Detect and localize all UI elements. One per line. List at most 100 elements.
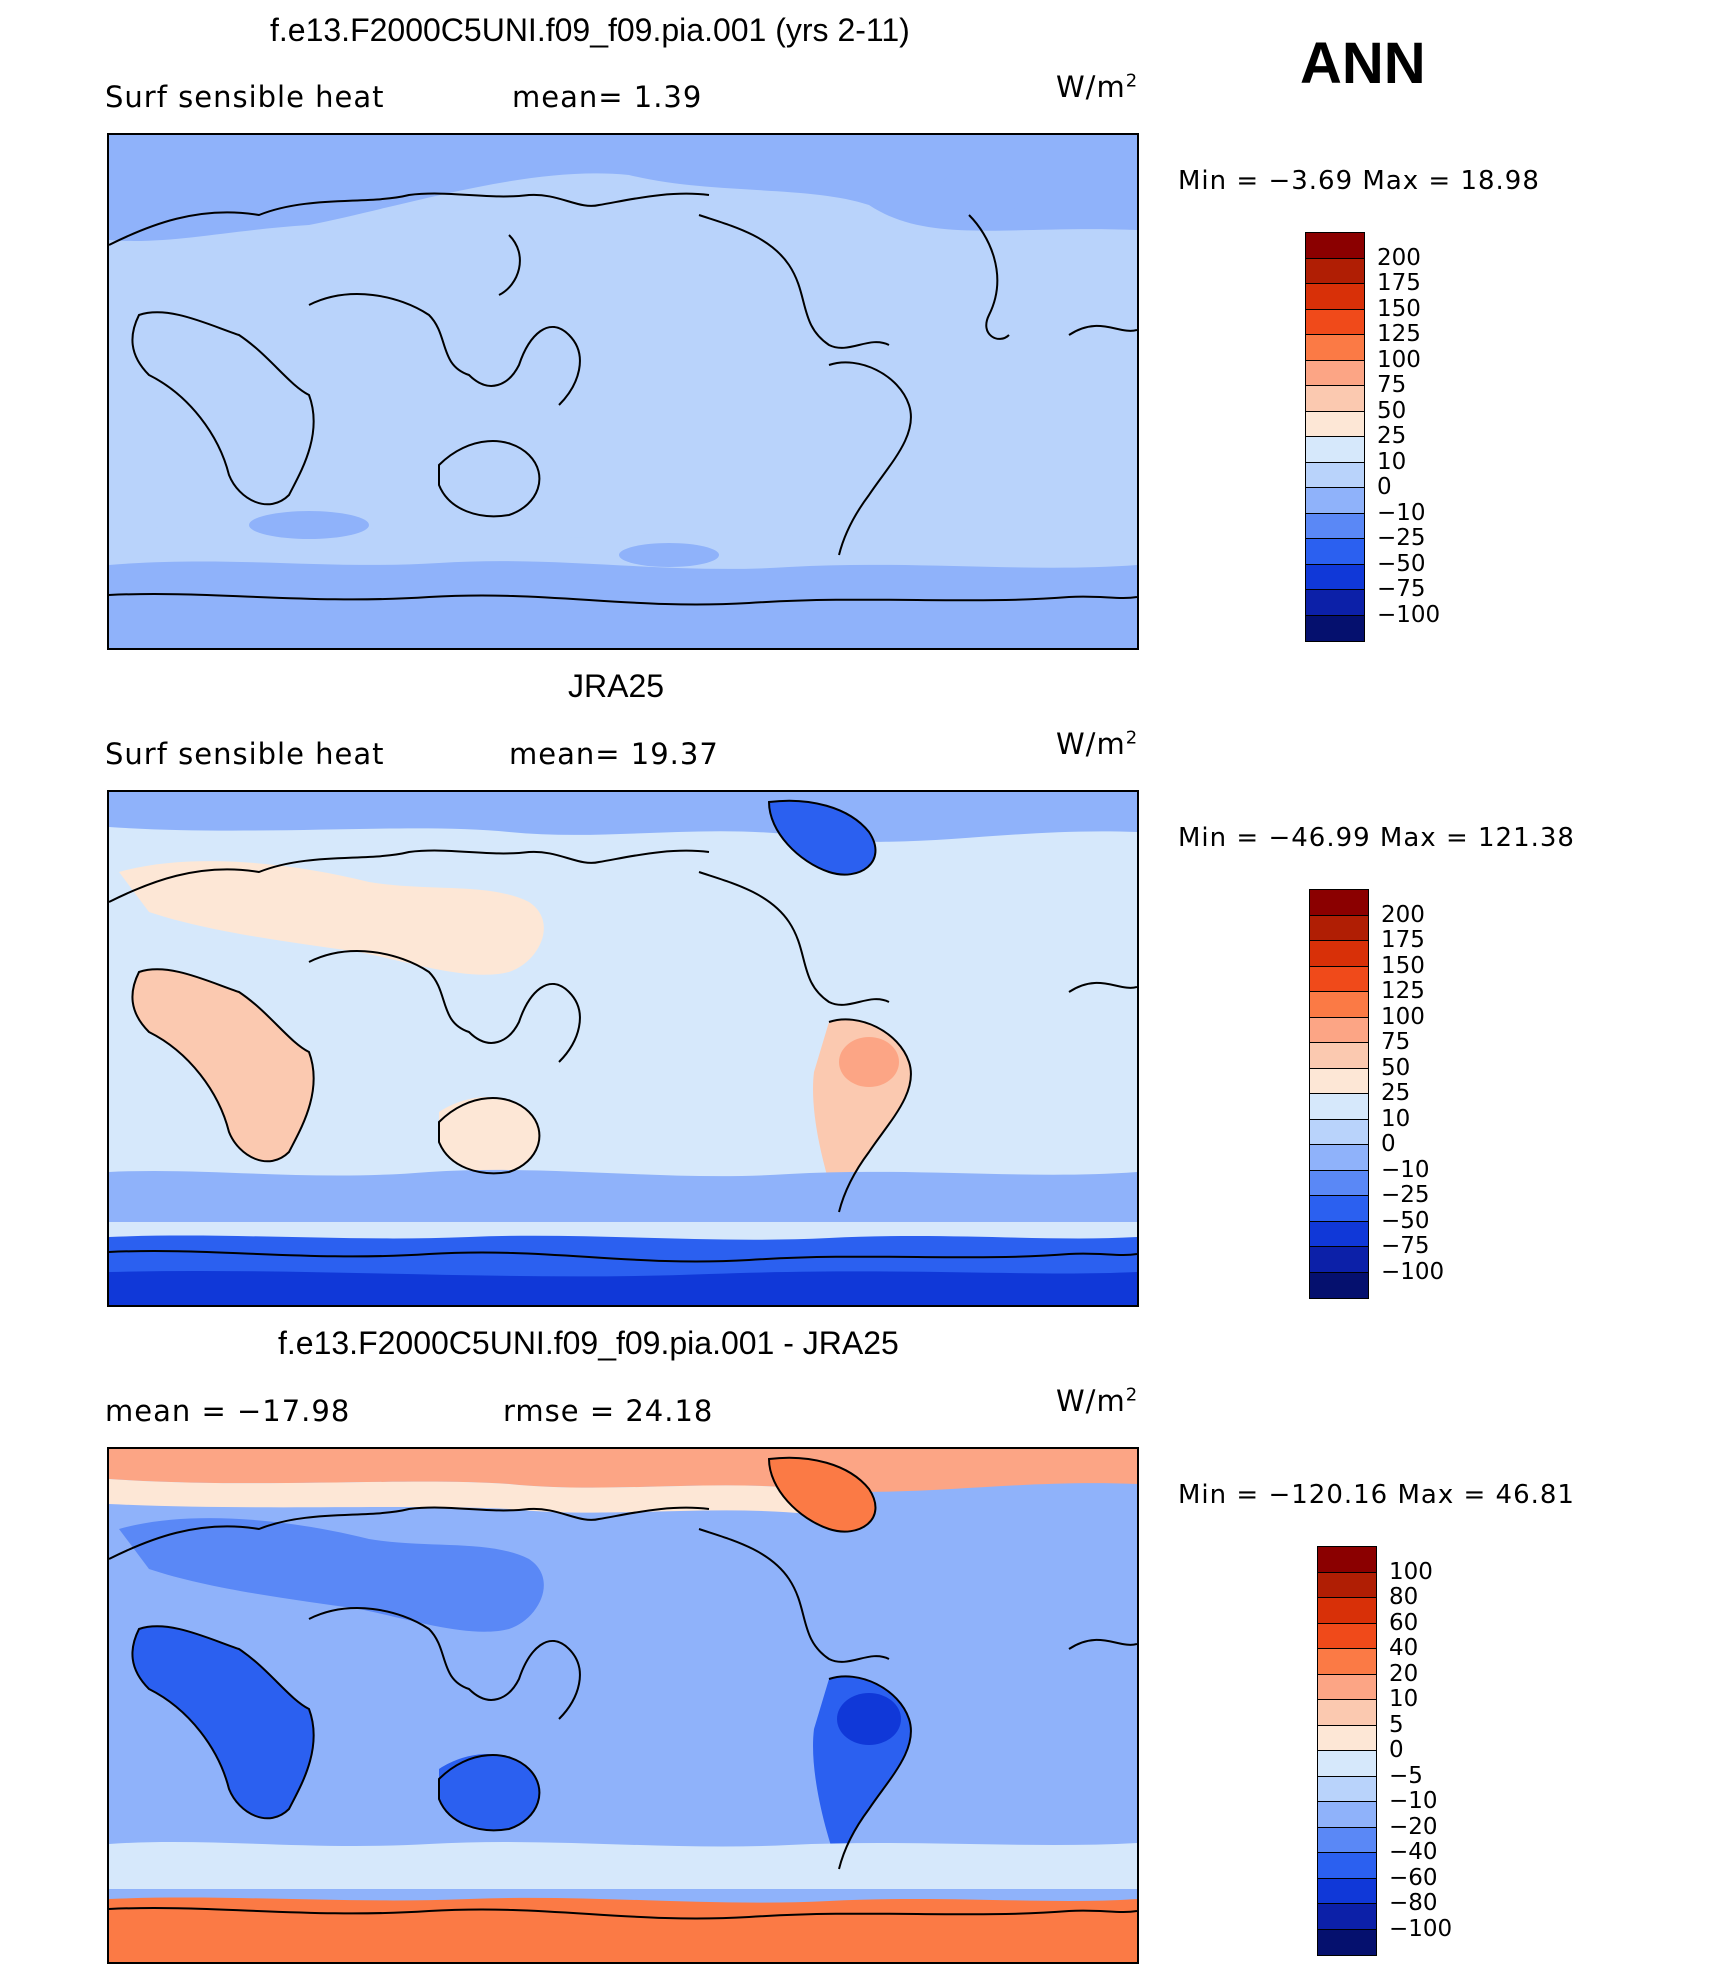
amazon-hotspot <box>839 1037 899 1087</box>
colorbar-level-label: −10 <box>1377 499 1426 526</box>
colorbar-level-label: 80 <box>1389 1584 1419 1610</box>
colorbar-swatch <box>1309 1220 1369 1248</box>
anomaly-blob <box>939 165 1019 225</box>
colorbar-level-label: −40 <box>1389 1839 1438 1865</box>
colorbar-level-label: 200 <box>1381 901 1425 928</box>
min-max-label: Min = −120.16 Max = 46.81 <box>1178 1480 1575 1510</box>
colorbar-swatch <box>1309 914 1369 942</box>
colorbar-level-label: 40 <box>1389 1635 1419 1661</box>
colorbar-level-label: −25 <box>1381 1182 1430 1208</box>
colorbar-swatch <box>1317 1826 1377 1854</box>
colorbar-level-label: −50 <box>1381 1207 1430 1234</box>
southern-ring <box>109 1841 1137 1889</box>
colorbar-level-label: 100 <box>1377 346 1421 373</box>
colorbar-swatch <box>1317 1750 1377 1777</box>
northern-edge <box>109 1479 809 1514</box>
colorbar-level-label: −5 <box>1389 1762 1423 1789</box>
colorbar-swatch <box>1317 1724 1377 1752</box>
australia-field <box>439 1754 540 1831</box>
colorbar-swatch <box>1317 1877 1377 1905</box>
mean-label: mean = −17.98 <box>105 1394 351 1428</box>
colorbar-swatch <box>1317 1622 1377 1650</box>
colorbar-swatch <box>1317 1597 1377 1624</box>
colorbar-swatch <box>1305 410 1365 438</box>
colorbar-level-label: 0 <box>1381 1131 1396 1157</box>
colorbar-swatch <box>1317 1775 1377 1803</box>
colorbar-swatch <box>1305 257 1365 285</box>
colorbar-swatch <box>1309 1016 1369 1044</box>
antarctic-field <box>109 1897 1137 1962</box>
colorbar-swatch <box>1305 308 1365 336</box>
colorbar-swatch <box>1317 1801 1377 1828</box>
colorbar-level-label: 20 <box>1389 1660 1419 1687</box>
colorbar-swatch <box>1305 563 1365 591</box>
mean-label: mean= 19.37 <box>509 737 719 771</box>
colorbar-swatch <box>1305 538 1365 565</box>
coastlines <box>109 192 1137 606</box>
colorbar-level-label: 200 <box>1377 244 1421 271</box>
colorbar-level-label: 175 <box>1381 927 1425 953</box>
greenland-field <box>769 1457 876 1532</box>
colorbar-level-label: 125 <box>1381 978 1425 1004</box>
colorbar-level-label: 10 <box>1389 1686 1419 1712</box>
anomaly-blob <box>619 543 719 567</box>
colorbar-level-label: 150 <box>1377 295 1421 322</box>
colorbar-swatch <box>1317 1903 1377 1930</box>
colorbar-level-label: 5 <box>1389 1711 1404 1738</box>
northern-band <box>109 135 1137 242</box>
colorbar-swatch <box>1317 1928 1377 1956</box>
colorbar-swatch <box>1309 1271 1369 1299</box>
colorbar-level-label: −80 <box>1389 1890 1438 1916</box>
colorbar-level-label: −75 <box>1377 576 1426 602</box>
colorbar-swatch <box>1305 461 1365 489</box>
colorbar-level-label: −100 <box>1377 601 1441 628</box>
map-model <box>107 133 1139 650</box>
anomaly-blob <box>249 511 369 539</box>
colorbar-swatch <box>1305 334 1365 361</box>
colorbar-swatch <box>1309 1118 1369 1146</box>
map-model-svg <box>109 135 1137 648</box>
season-label: ANN <box>1300 31 1426 96</box>
units-label: W/m2 <box>1056 70 1139 104</box>
colorbar-swatch <box>1309 1093 1369 1120</box>
colorbar-swatch <box>1317 1648 1377 1675</box>
colorbar-level-label: −75 <box>1381 1233 1430 1259</box>
colorbar-swatch <box>1309 991 1369 1018</box>
panel-title: JRA25 <box>568 668 665 704</box>
colorbar-level-label: 150 <box>1381 952 1425 979</box>
colorbar-level-label: 75 <box>1381 1029 1411 1055</box>
northern-band <box>109 792 1137 842</box>
map-obs <box>107 790 1139 1307</box>
colorbar-swatch <box>1305 487 1365 514</box>
australia-field <box>439 1097 540 1174</box>
colorbar-swatch <box>1305 359 1365 387</box>
colorbar-level-label: 25 <box>1377 423 1407 449</box>
land-field <box>119 861 544 975</box>
colorbar-level-label: 100 <box>1389 1558 1433 1585</box>
coastlines <box>109 1456 1137 1920</box>
map-diff <box>107 1447 1139 1964</box>
colorbar-swatch <box>1309 1042 1369 1069</box>
antarctic-core <box>109 1270 1137 1305</box>
greenland-field <box>769 800 876 875</box>
land-field <box>119 1518 544 1632</box>
variable-label: Surf sensible heat <box>105 737 385 771</box>
units-label: W/m2 <box>1056 1384 1139 1418</box>
colorbar-swatch <box>1309 1195 1369 1222</box>
variable-label: Surf sensible heat <box>105 80 385 114</box>
map-obs-svg <box>109 792 1137 1305</box>
colorbar-level-label: 125 <box>1377 321 1421 347</box>
colorbar-level-label: 60 <box>1389 1609 1419 1636</box>
colorbar-level-label: −25 <box>1377 525 1426 551</box>
coastlines <box>109 799 1137 1263</box>
colorbar-swatch <box>1309 1144 1369 1171</box>
rmse-label: rmse = 24.18 <box>503 1394 714 1428</box>
colorbar-swatch <box>1305 589 1365 616</box>
colorbar-swatch <box>1317 1571 1377 1599</box>
colorbar-level-label: −20 <box>1389 1813 1438 1840</box>
colorbar-swatch <box>1309 940 1369 967</box>
colorbar-level-label: 50 <box>1381 1054 1411 1081</box>
colorbar-swatch <box>1309 1246 1369 1273</box>
colorbar-level-label: −100 <box>1389 1915 1453 1942</box>
colorbar-level-label: −100 <box>1381 1258 1445 1285</box>
